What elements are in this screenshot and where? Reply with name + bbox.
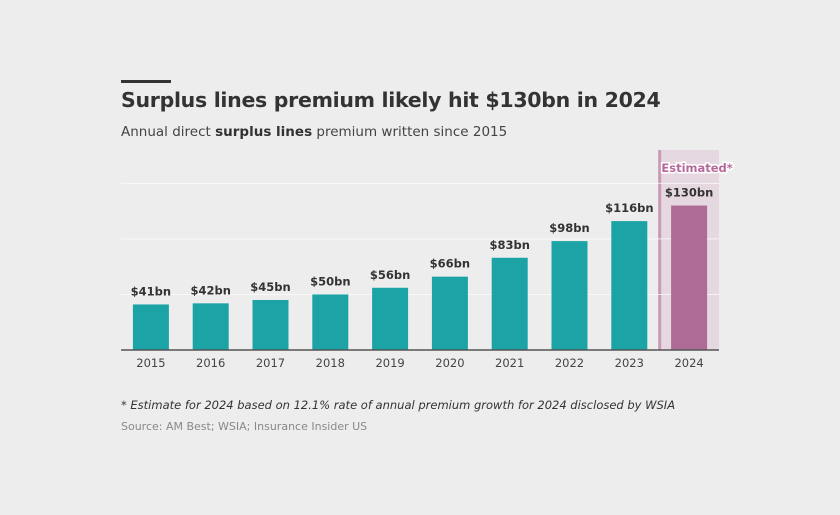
data-label-2018: $50bn (310, 274, 350, 288)
source-note: Source: AM Best; WSIA; Insurance Insider… (121, 420, 368, 433)
x-tick-label-2024: 2024 (674, 356, 703, 370)
data-label-2023: $116bn (605, 201, 653, 215)
x-tick-label-2021: 2021 (495, 356, 524, 370)
estimated-label: Estimated* (661, 161, 732, 175)
x-tick-label-2015: 2015 (136, 356, 165, 370)
data-label-2015: $41bn (131, 284, 171, 298)
bar-2017 (252, 300, 289, 350)
x-tick-label-2023: 2023 (615, 356, 644, 370)
subtitle-bold: surplus lines (215, 124, 313, 140)
x-tick-label-2017: 2017 (256, 356, 285, 370)
bar-2015 (132, 304, 169, 350)
x-tick-label-2018: 2018 (316, 356, 345, 370)
chart-subtitle: Annual direct surplus lines premium writ… (121, 124, 507, 140)
bar-2019 (372, 287, 409, 350)
x-tick-label-2019: 2019 (375, 356, 404, 370)
footnote: * Estimate for 2024 based on 12.1% rate … (121, 398, 676, 412)
chart-title: Surplus lines premium likely hit $130bn … (121, 88, 661, 112)
bar-2023 (611, 221, 648, 350)
bar-2020 (431, 276, 468, 350)
title-accent-rule (121, 80, 171, 83)
bar-2022 (551, 241, 588, 350)
subtitle-pre: Annual direct (121, 124, 216, 140)
x-tick-label-2020: 2020 (435, 356, 464, 370)
estimated-divider (658, 150, 662, 350)
data-label-2022: $98bn (549, 221, 589, 235)
data-label-2024: $130bn (665, 186, 713, 200)
subtitle-post: premium written since 2015 (312, 124, 508, 140)
x-tick-label-2022: 2022 (555, 356, 584, 370)
data-label-2019: $56bn (370, 268, 410, 282)
data-label-2020: $66bn (430, 257, 470, 271)
data-label-2021: $83bn (489, 238, 529, 252)
x-tick-label-2016: 2016 (196, 356, 225, 370)
data-label-2016: $42bn (190, 283, 230, 297)
bar-2024 (671, 205, 708, 350)
bar-2016 (192, 303, 229, 350)
bar-2018 (312, 294, 349, 350)
data-label-2017: $45bn (250, 280, 290, 294)
bar-2021 (491, 257, 528, 350)
